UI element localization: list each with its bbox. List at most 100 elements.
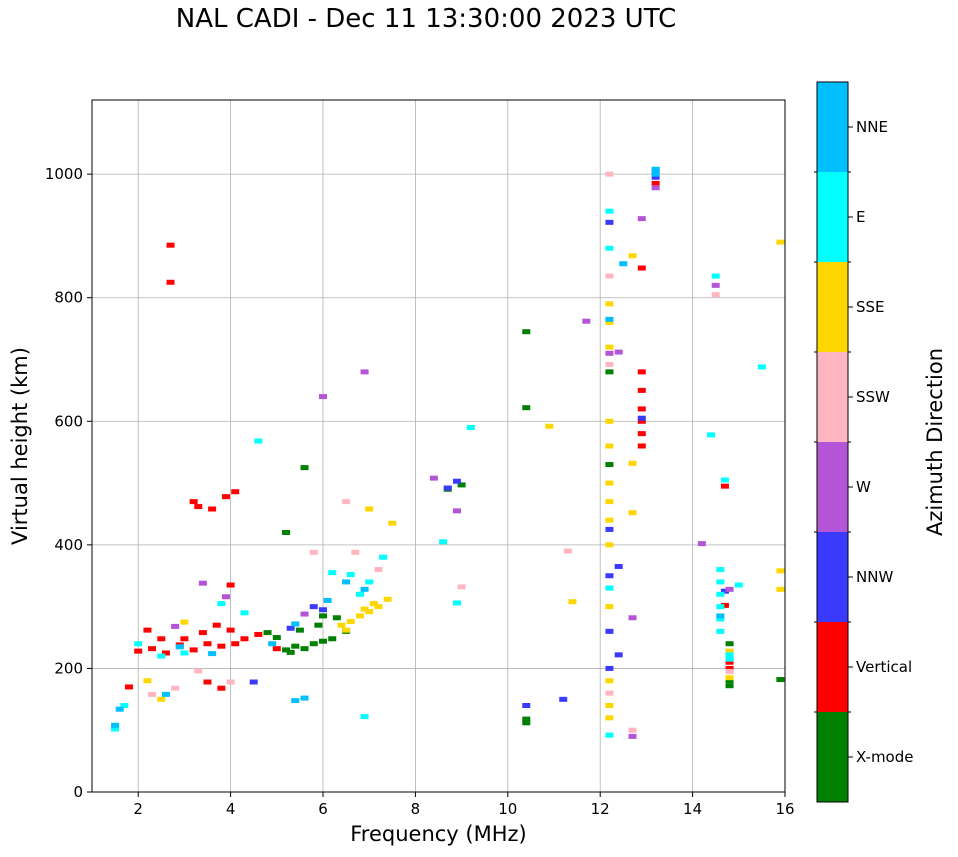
echo-point	[605, 732, 614, 738]
echo-point	[240, 636, 249, 642]
echo-point	[120, 703, 129, 708]
x-tick-label: 12	[591, 800, 610, 818]
echo-point	[637, 431, 646, 437]
colorbar: X-mode Vertical NNW W SSW SSE E NNE	[814, 81, 913, 803]
echo-point	[148, 646, 157, 652]
echo-point	[157, 653, 166, 659]
echo-point	[651, 174, 660, 180]
echo-point	[351, 549, 360, 555]
echo-point	[342, 627, 351, 633]
echo-point	[166, 279, 175, 285]
colorbar-tick-label: SSW	[856, 388, 890, 406]
echo-point	[208, 506, 217, 512]
echo-point	[314, 622, 323, 628]
echo-point	[217, 685, 226, 691]
echo-point	[522, 329, 531, 335]
data-points	[111, 166, 785, 739]
echo-point	[212, 622, 221, 628]
echo-point	[707, 432, 716, 438]
echo-point	[605, 690, 614, 696]
echo-point	[383, 596, 392, 602]
echo-point	[282, 530, 291, 535]
echo-point	[605, 361, 614, 367]
echo-point	[605, 301, 614, 307]
colorbar-segment	[817, 712, 848, 802]
colorbar-tick-label: NNW	[856, 568, 893, 586]
x-tick-label: 6	[318, 800, 328, 818]
echo-point	[374, 567, 383, 573]
echo-point	[180, 636, 189, 642]
echo-point	[637, 406, 646, 412]
echo-point	[319, 613, 327, 619]
echo-point	[295, 627, 304, 633]
echo-point	[240, 610, 249, 616]
echo-point	[221, 594, 230, 600]
echo-point	[189, 499, 198, 505]
y-axis-label: Virtual height (km)	[8, 347, 32, 545]
echo-point	[522, 716, 531, 722]
echo-point	[720, 602, 729, 608]
echo-point	[439, 539, 448, 545]
echo-point	[369, 601, 378, 607]
echo-point	[545, 423, 554, 429]
echo-point	[300, 465, 309, 471]
echo-point	[711, 292, 720, 298]
echo-point	[605, 443, 614, 449]
echo-point	[757, 364, 766, 370]
y-tick-label: 1000	[45, 165, 83, 183]
echo-point	[226, 582, 235, 588]
echo-point	[217, 601, 226, 607]
x-tick-label: 14	[683, 800, 702, 818]
echo-point	[605, 585, 614, 591]
echo-point	[263, 630, 272, 636]
echo-point	[605, 171, 614, 177]
echo-point	[725, 669, 734, 675]
echo-point	[254, 438, 263, 444]
echo-point	[651, 185, 660, 191]
echo-point	[637, 387, 646, 393]
x-tick-label: 16	[775, 800, 794, 818]
echo-point	[651, 171, 660, 177]
echo-point	[319, 394, 327, 400]
echo-point	[637, 265, 646, 271]
echo-point	[309, 641, 318, 647]
colorbar-tick-label: NNE	[856, 118, 888, 136]
echo-point	[332, 615, 341, 621]
x-tick-label: 2	[133, 800, 143, 818]
echo-point	[725, 641, 734, 647]
echo-point	[522, 720, 531, 726]
echo-point	[605, 344, 614, 350]
echo-point	[605, 542, 614, 548]
colorbar-tick-label: SSE	[856, 298, 885, 316]
echo-point	[605, 628, 614, 634]
echo-point	[226, 679, 235, 685]
echo-point	[429, 475, 438, 481]
echo-point	[605, 480, 614, 486]
echo-point	[175, 644, 184, 650]
echo-point	[725, 659, 734, 665]
echo-point	[614, 563, 623, 569]
echo-point	[319, 638, 327, 644]
echo-point	[628, 510, 637, 516]
echo-point	[452, 478, 461, 484]
echo-point	[720, 483, 729, 489]
echo-point	[605, 526, 614, 532]
echo-point	[124, 684, 133, 690]
echo-point	[457, 584, 466, 590]
plot-area-frame	[91, 99, 786, 793]
echo-point	[323, 597, 332, 603]
echo-point	[637, 443, 646, 449]
echo-point	[725, 652, 734, 658]
echo-point	[161, 691, 170, 697]
colorbar-segment	[817, 172, 848, 262]
echo-point	[605, 245, 614, 251]
echo-point	[226, 627, 235, 633]
echo-point	[734, 582, 743, 588]
echo-point	[194, 504, 203, 510]
echo-point	[725, 586, 734, 592]
echo-point	[360, 714, 369, 720]
echo-point	[342, 579, 351, 585]
echo-point	[346, 618, 355, 624]
echo-point	[628, 615, 637, 621]
